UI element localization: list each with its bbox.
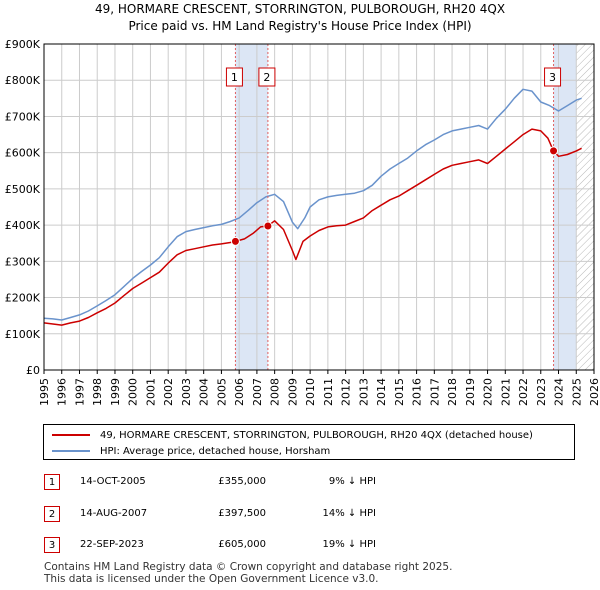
x-tick-label: 2019 — [464, 378, 477, 406]
x-tick-label: 2012 — [340, 378, 353, 406]
x-tick-label: 2000 — [127, 378, 140, 406]
transaction-date: 22-SEP-2023 — [80, 539, 144, 550]
sale-point — [263, 221, 273, 231]
x-tick-label: 2007 — [251, 378, 264, 406]
x-tick-label: 2005 — [215, 378, 228, 406]
y-tick-label: £200K — [5, 292, 41, 305]
x-tick-label: 1995 — [38, 378, 51, 406]
x-tick-label: 2006 — [233, 378, 246, 406]
transaction-price: £355,000 — [218, 476, 266, 487]
legend-swatch-hpi — [52, 450, 90, 452]
y-tick-label: £500K — [5, 183, 41, 196]
x-tick-label: 1998 — [91, 378, 104, 406]
sale-marker-box — [544, 67, 562, 87]
sale-marker-box — [258, 67, 276, 87]
price-chart: 1 2 3 £0 £100K £200K £300K £400K £500K £600K £700… — [5, 38, 600, 406]
x-tick-label: 2003 — [180, 378, 193, 406]
y-tick-label: £700K — [5, 110, 41, 123]
x-tick-label: 1999 — [109, 378, 122, 406]
legend-item-property: 49, HORMARE CRESCENT, STORRINGTON, PULBO… — [52, 428, 533, 442]
sale-marker-label: 3 — [549, 71, 556, 84]
x-tick-label: 2013 — [357, 378, 370, 406]
transaction-number: 2 — [44, 506, 60, 522]
x-tick-label: 2024 — [553, 378, 566, 406]
x-tick-label: 2026 — [588, 378, 600, 406]
shaded-period — [553, 44, 577, 370]
transaction-hpi-diff: 19% ↓ HPI — [322, 539, 376, 550]
x-tick-label: 1996 — [56, 378, 69, 406]
x-tick-label: 1997 — [73, 378, 86, 406]
x-tick-label: 2025 — [570, 378, 583, 406]
legend-swatch-property — [52, 434, 90, 436]
x-tick-label: 2002 — [162, 378, 175, 406]
sale-marker-label: 2 — [263, 71, 270, 84]
transaction-row: 1 14-OCT-2005 £355,000 9% ↓ HPI — [0, 474, 600, 494]
sale-point — [230, 236, 240, 246]
x-tick-label: 2023 — [535, 378, 548, 406]
x-tick-label: 2015 — [393, 378, 406, 406]
x-tick-label: 2010 — [304, 378, 317, 406]
x-tick-label: 2008 — [269, 378, 282, 406]
y-tick-label: £0 — [26, 364, 40, 377]
x-tick-label: 2004 — [198, 378, 211, 406]
x-tick-label: 2018 — [446, 378, 459, 406]
sale-point — [549, 146, 559, 156]
sale-marker-box — [225, 67, 243, 87]
plot-frame — [43, 43, 595, 371]
transaction-date: 14-AUG-2007 — [80, 508, 148, 519]
x-tick-label: 2021 — [499, 378, 512, 406]
chart-legend: 49, HORMARE CRESCENT, STORRINGTON, PULBO… — [43, 424, 575, 460]
x-tick-label: 2014 — [375, 378, 388, 406]
transaction-price: £397,500 — [218, 508, 266, 519]
transaction-hpi-diff: 9% ↓ HPI — [328, 476, 376, 487]
transaction-price: £605,000 — [218, 539, 266, 550]
series-line-property — [43, 128, 582, 326]
transaction-row: 2 14-AUG-2007 £397,500 14% ↓ HPI — [0, 506, 600, 526]
transaction-hpi-diff: 14% ↓ HPI — [322, 508, 376, 519]
x-tick-label: 2022 — [517, 378, 530, 406]
y-tick-label: £300K — [5, 255, 41, 268]
legend-label-property: 49, HORMARE CRESCENT, STORRINGTON, PULBO… — [100, 429, 533, 441]
series-line-hpi — [43, 88, 582, 321]
footer-copyright: Contains HM Land Registry data © Crown c… — [44, 561, 453, 573]
legend-label-hpi: HPI: Average price, detached house, Hors… — [100, 445, 331, 457]
sale-marker-label: 1 — [231, 71, 238, 84]
x-tick-label: 2020 — [482, 378, 495, 406]
footer-licence: This data is licensed under the Open Gov… — [44, 573, 379, 585]
x-tick-label: 2001 — [144, 378, 157, 406]
chart-title-line1: 49, HORMARE CRESCENT, STORRINGTON, PULBO… — [94, 2, 506, 16]
y-tick-label: £800K — [5, 74, 41, 87]
transaction-row: 3 22-SEP-2023 £605,000 19% ↓ HPI — [0, 537, 600, 557]
transaction-date: 14-OCT-2005 — [80, 476, 146, 487]
y-tick-label: £100K — [5, 328, 41, 341]
transaction-number: 3 — [44, 537, 60, 553]
y-tick-label: £600K — [5, 147, 41, 160]
y-tick-label: £900K — [5, 38, 41, 51]
transaction-number: 1 — [44, 474, 60, 490]
x-tick-label: 2011 — [322, 378, 335, 406]
y-tick-label: £400K — [5, 219, 41, 232]
x-tick-label: 2017 — [428, 378, 441, 406]
legend-item-hpi: HPI: Average price, detached house, Hors… — [52, 444, 330, 458]
chart-title-line2: Price paid vs. HM Land Registry's House … — [128, 19, 472, 33]
future-hatch — [576, 44, 594, 370]
x-tick-label: 2009 — [286, 378, 299, 406]
x-tick-label: 2016 — [411, 378, 424, 406]
plot-background — [44, 44, 594, 370]
